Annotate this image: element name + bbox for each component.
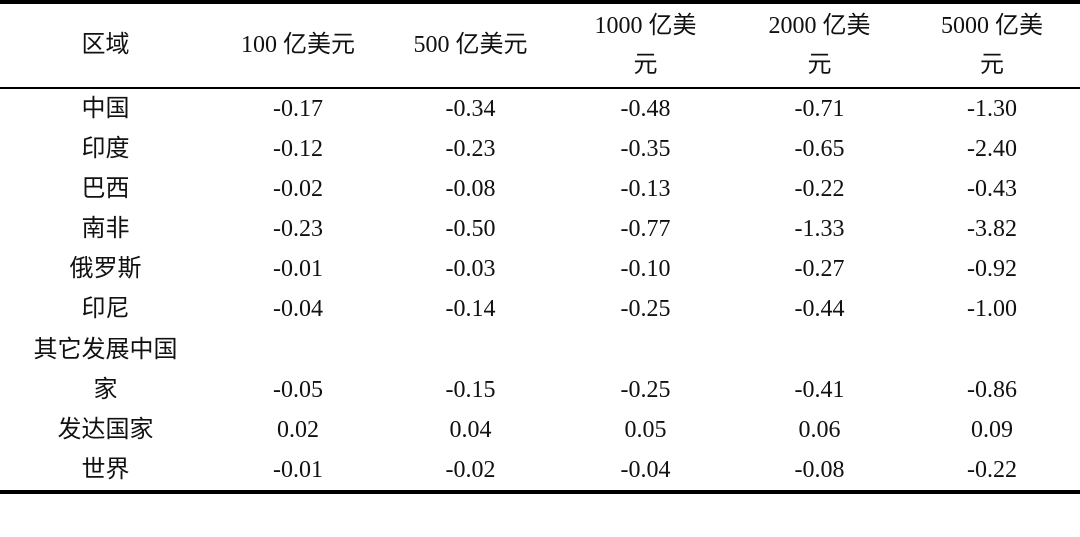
region-cell: 巴西 bbox=[81, 176, 130, 202]
value-cell: -0.65 bbox=[794, 136, 845, 162]
value-cell: -0.43 bbox=[967, 176, 1017, 202]
value-cell: -0.23 bbox=[273, 216, 323, 242]
value-cell: -0.50 bbox=[445, 216, 496, 242]
region-cell: 中国 bbox=[81, 96, 130, 122]
value-cell: -0.27 bbox=[794, 256, 845, 282]
region-cell: 印尼 bbox=[81, 296, 130, 322]
region-cell: 印度 bbox=[81, 136, 130, 162]
value-cell: -0.17 bbox=[273, 96, 323, 122]
column-header-1000: 1000 亿美 元 bbox=[556, 2, 735, 89]
value-cell: -0.44 bbox=[794, 296, 845, 322]
table-row-other-developing: 其它发展中国 家 -0.05 -0.15 -0.25 -0.41 -0.86 bbox=[0, 329, 1080, 410]
value-cell: -0.22 bbox=[967, 457, 1017, 483]
value-cell: -0.01 bbox=[273, 256, 323, 282]
header-row: 区域 100 亿美元 500 亿美元 1000 亿美 元 2000 亿美 元 5… bbox=[0, 2, 1080, 89]
table-row-indonesia: 印尼 -0.04 -0.14 -0.25 -0.44 -1.00 bbox=[0, 289, 1080, 329]
region-cell: 发达国家 bbox=[57, 417, 154, 443]
table-row-india: 印度 -0.12 -0.23 -0.35 -0.65 -2.40 bbox=[0, 129, 1080, 169]
value-cell: -0.02 bbox=[445, 457, 496, 483]
region-cell: 俄罗斯 bbox=[69, 256, 142, 282]
region-cell: 世界 bbox=[81, 457, 130, 483]
value-cell: 0.05 bbox=[624, 417, 667, 443]
value-cell: -0.03 bbox=[445, 256, 496, 282]
value-cell: 0.06 bbox=[798, 417, 841, 443]
value-cell: -0.25 bbox=[620, 377, 671, 403]
value-cell: -0.10 bbox=[620, 256, 671, 282]
value-cell: -2.40 bbox=[967, 136, 1017, 162]
value-cell: -0.08 bbox=[794, 457, 845, 483]
value-cell: -0.92 bbox=[967, 256, 1017, 282]
value-cell: -0.14 bbox=[445, 296, 496, 322]
value-cell: 0.04 bbox=[449, 417, 492, 443]
table-row-world: 世界 -0.01 -0.02 -0.04 -0.08 -0.22 bbox=[0, 450, 1080, 492]
value-cell: -0.48 bbox=[620, 96, 671, 122]
value-cell: -0.25 bbox=[620, 296, 671, 322]
column-header-region: 区域 bbox=[0, 2, 211, 89]
value-cell: -0.05 bbox=[273, 377, 323, 403]
value-cell: -0.08 bbox=[445, 176, 496, 202]
table-row-china: 中国 -0.17 -0.34 -0.48 -0.71 -1.30 bbox=[0, 88, 1080, 129]
value-cell: -0.01 bbox=[273, 457, 323, 483]
table-row-developed: 发达国家 0.02 0.04 0.05 0.06 0.09 bbox=[0, 410, 1080, 450]
results-table: 区域 100 亿美元 500 亿美元 1000 亿美 元 2000 亿美 元 5… bbox=[0, 0, 1080, 494]
value-cell: -1.00 bbox=[967, 296, 1017, 322]
value-cell: 0.09 bbox=[971, 417, 1013, 443]
table-row-brazil: 巴西 -0.02 -0.08 -0.13 -0.22 -0.43 bbox=[0, 169, 1080, 209]
value-cell: -0.04 bbox=[620, 457, 671, 483]
value-cell: -0.77 bbox=[620, 216, 671, 242]
value-cell: -1.33 bbox=[794, 216, 845, 242]
column-header-100: 100 亿美元 bbox=[211, 2, 385, 89]
value-cell: -0.13 bbox=[620, 176, 671, 202]
column-header-2000: 2000 亿美 元 bbox=[735, 2, 904, 89]
value-cell: -0.35 bbox=[620, 136, 671, 162]
value-cell: -0.22 bbox=[794, 176, 845, 202]
table-row-russia: 俄罗斯 -0.01 -0.03 -0.10 -0.27 -0.92 bbox=[0, 249, 1080, 289]
column-header-500: 500 亿美元 bbox=[385, 2, 556, 89]
region-cell: 其它发展中国 家 bbox=[33, 337, 178, 403]
value-cell: -0.15 bbox=[445, 377, 496, 403]
value-cell: -0.71 bbox=[794, 96, 845, 122]
value-cell: -0.86 bbox=[967, 377, 1017, 403]
value-cell: -0.04 bbox=[273, 296, 323, 322]
value-cell: -3.82 bbox=[967, 216, 1017, 242]
value-cell: -0.41 bbox=[794, 377, 845, 403]
value-cell: -1.30 bbox=[967, 96, 1017, 122]
value-cell: -0.02 bbox=[273, 176, 323, 202]
value-cell: 0.02 bbox=[277, 417, 319, 443]
value-cell: -0.23 bbox=[445, 136, 496, 162]
value-cell: -0.12 bbox=[273, 136, 323, 162]
table-row-south-africa: 南非 -0.23 -0.50 -0.77 -1.33 -3.82 bbox=[0, 209, 1080, 249]
column-header-5000: 5000 亿美 元 bbox=[904, 2, 1080, 89]
region-cell: 南非 bbox=[81, 216, 130, 242]
value-cell: -0.34 bbox=[445, 96, 496, 122]
